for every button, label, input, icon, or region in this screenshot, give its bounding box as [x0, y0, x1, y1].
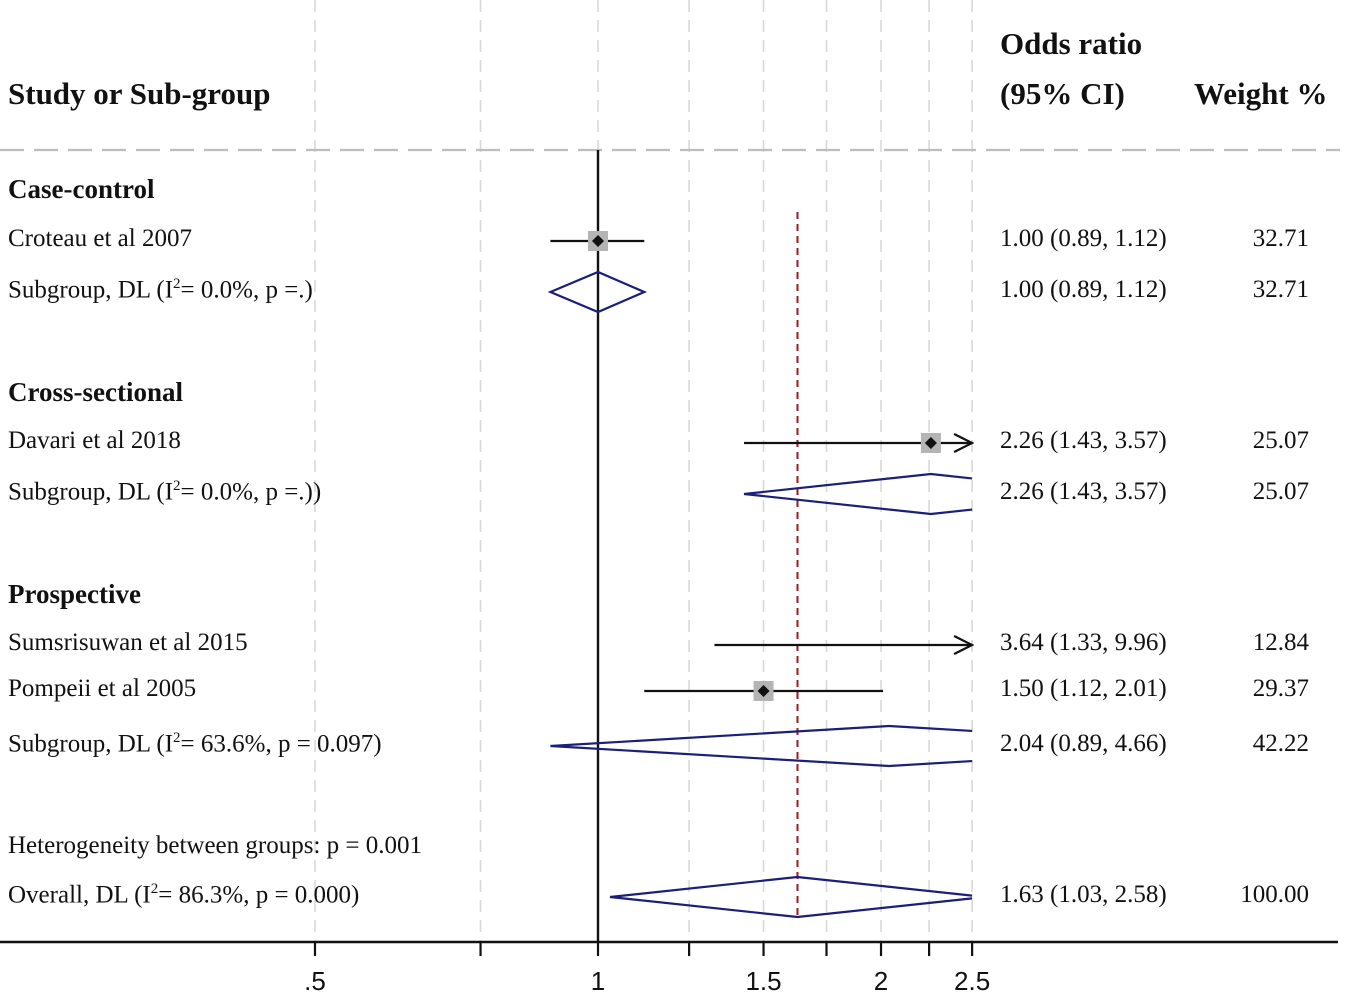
- weight-column-header: Weight %: [1194, 76, 1328, 111]
- ci-value: 2.26 (1.43, 3.57): [1000, 427, 1167, 454]
- ci-value: 1.00 (0.89, 1.12): [1000, 276, 1167, 303]
- heterogeneity-note: Heterogeneity between groups: p = 0.001: [8, 832, 422, 859]
- weight-value: 12.84: [1252, 629, 1309, 656]
- ci-value: 3.64 (1.33, 9.96): [1000, 629, 1167, 656]
- overall-label-stats: = 86.3%, p = 0.000): [158, 881, 360, 909]
- ci-value: 2.26 (1.43, 3.57): [1000, 478, 1167, 505]
- weight-value: 29.37: [1252, 675, 1309, 702]
- subgroup-label: Subgroup, DL (I2= 0.0%, p =.)): [8, 478, 321, 506]
- i-squared-superscript: 2: [173, 730, 181, 746]
- weight-value: 100.00: [1240, 881, 1309, 908]
- study-label: Croteau et al 2007: [8, 225, 192, 252]
- subgroup-label-stats: = 63.6%, p = 0.097): [180, 730, 382, 758]
- weight-value: 32.71: [1252, 225, 1309, 252]
- point-estimate-marker: [757, 685, 770, 697]
- subgroup-heading: Case-control: [8, 174, 155, 204]
- point-estimate-marker: [592, 235, 604, 247]
- study-label: Davari et al 2018: [8, 427, 181, 454]
- x-tick-label: 1.5: [745, 966, 782, 996]
- subgroup-label: Subgroup, DL (I2= 63.6%, p = 0.097): [8, 730, 382, 758]
- study-label: Pompeii et al 2005: [8, 675, 197, 702]
- study-column-header: Study or Sub-group: [8, 76, 271, 111]
- weight-value: 25.07: [1252, 427, 1309, 454]
- subgroup-diamond: [547, 270, 648, 314]
- i-squared-superscript: 2: [173, 478, 181, 494]
- subgroup-diamond: [609, 875, 973, 919]
- weight-value: 32.71: [1252, 276, 1309, 303]
- subgroup-label-stats: = 0.0%, p =.)): [180, 478, 322, 506]
- study-label: Sumsrisuwan et al 2015: [8, 629, 248, 656]
- x-tick-label: .5: [304, 966, 326, 996]
- ci-value: 1.00 (0.89, 1.12): [1000, 225, 1167, 252]
- i-squared-superscript: 2: [150, 881, 159, 897]
- overall-label-text: Overall, DL (I: [8, 881, 151, 909]
- weight-value: 25.07: [1252, 478, 1309, 505]
- x-tick-label: 2: [873, 966, 889, 996]
- subgroup-label: Subgroup, DL (I2= 0.0%, p =.): [8, 276, 313, 304]
- x-tick-label: 1: [590, 966, 606, 996]
- subgroup-label-text: Subgroup, DL (I: [8, 276, 174, 304]
- i-squared-superscript: 2: [173, 276, 181, 292]
- ci-value: 1.63 (1.03, 2.58): [1000, 881, 1167, 908]
- odds-ratio-header-line2: (95% CI): [1000, 76, 1125, 111]
- overall-label: Overall, DL (I2= 86.3%, p = 0.000): [8, 881, 359, 909]
- subgroup-label-stats: = 0.0%, p =.): [180, 276, 313, 304]
- subgroup-label-text: Subgroup, DL (I: [8, 730, 174, 758]
- point-estimate-marker: [924, 437, 937, 449]
- subgroup-heading: Cross-sectional: [8, 377, 183, 407]
- ci-value: 1.50 (1.12, 2.01): [1000, 675, 1167, 702]
- x-tick-label: 2.5: [954, 966, 991, 996]
- subgroup-heading: Prospective: [8, 579, 141, 609]
- subgroup-diamond: [743, 472, 973, 516]
- subgroup-label-text: Subgroup, DL (I: [8, 478, 174, 506]
- odds-ratio-header-line1: Odds ratio: [1000, 26, 1143, 61]
- weight-value: 42.22: [1252, 730, 1309, 757]
- ci-value: 2.04 (0.89, 4.66): [1000, 730, 1167, 757]
- subgroup-diamond: [550, 724, 973, 768]
